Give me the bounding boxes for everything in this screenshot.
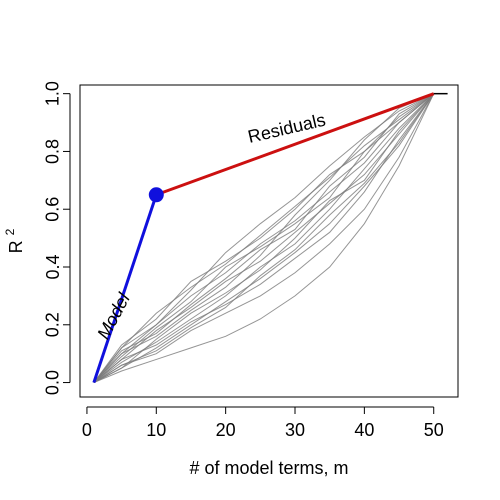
y-axis: 0.0 0.2 0.4 0.6 0.8 1.0 [43, 81, 71, 395]
y-axis-title: R 2 [3, 228, 26, 253]
random-series-line-5 [93, 93, 435, 383]
y-axis-title-superscript: 2 [3, 228, 17, 235]
y-tick-label: 0.0 [43, 370, 63, 395]
random-series-line-8 [93, 93, 434, 383]
random-series-line-10 [93, 93, 435, 383]
y-tick-label: 0.4 [43, 254, 63, 279]
random-series-line-15 [93, 93, 435, 383]
residuals-line [155, 92, 435, 197]
random-series-line-14 [93, 93, 435, 383]
y-tick-label: 0.8 [43, 139, 63, 164]
plot-frame [79, 84, 459, 398]
y-axis-title-base: R [6, 240, 26, 253]
x-tick-label: 40 [354, 420, 374, 440]
x-tick-label: 30 [285, 420, 305, 440]
y-tick-label: 0.2 [43, 312, 63, 337]
random-series-line-9 [93, 93, 435, 384]
x-tick-label: 50 [424, 420, 444, 440]
x-tick-label: 10 [146, 420, 166, 440]
random-series-line-4 [93, 93, 435, 383]
y-tick-label: 1.0 [43, 81, 63, 106]
x-axis-title: # of model terms, m [189, 458, 348, 478]
model-line [92, 194, 158, 384]
random-series-line-3 [93, 93, 435, 383]
random-series-line-11 [93, 93, 434, 383]
random-series-line-12 [93, 93, 435, 383]
x-tick-label: 20 [216, 420, 236, 440]
annotation-model: Model [93, 289, 134, 343]
random-series-line-13 [93, 93, 435, 383]
random-series-line-2 [93, 93, 435, 383]
random-series-line-6 [93, 93, 434, 383]
random-series-group [93, 93, 435, 384]
y-tick-label: 0.6 [43, 197, 63, 222]
annotation-residuals: Residuals [246, 110, 328, 147]
x-axis: 0 10 20 30 40 50 [82, 406, 444, 440]
random-series-line-1 [93, 93, 435, 383]
x-tick-label: 0 [82, 420, 92, 440]
main-series-group [92, 92, 448, 384]
breakpoint-marker [148, 187, 164, 203]
